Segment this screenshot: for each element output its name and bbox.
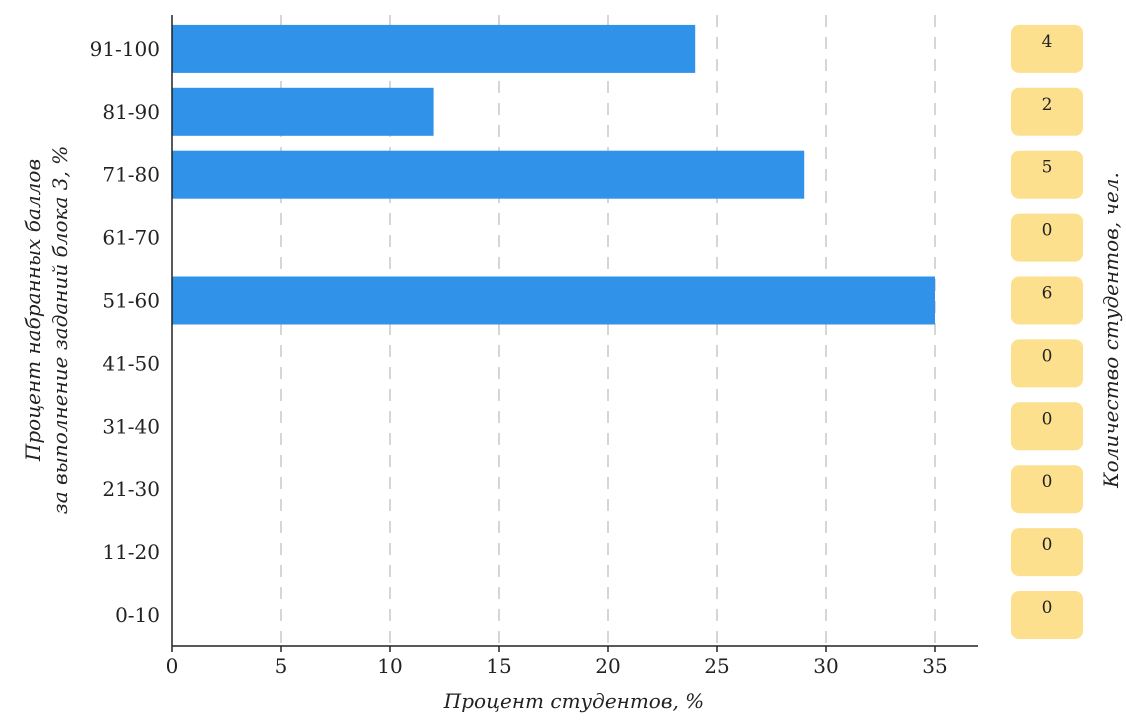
count-label: 0 xyxy=(1042,472,1053,492)
y-tick-label: 81-90 xyxy=(102,100,160,124)
count-label: 0 xyxy=(1042,409,1053,429)
axes xyxy=(171,15,978,647)
count-label: 2 xyxy=(1042,95,1053,115)
x-tick-label: 10 xyxy=(377,654,402,678)
y-tick-label: 51-60 xyxy=(102,289,160,313)
x-tick-label: 25 xyxy=(704,654,729,678)
y-tick-label: 31-40 xyxy=(102,414,160,438)
count-box xyxy=(1011,150,1083,199)
count-box xyxy=(1011,528,1083,577)
x-tick-label: 5 xyxy=(275,654,288,678)
count-label: 4 xyxy=(1042,32,1053,52)
count-label: 0 xyxy=(1042,535,1053,555)
x-tick-label: 20 xyxy=(595,654,620,678)
x-tick-label: 30 xyxy=(813,654,838,678)
bar-71-80 xyxy=(172,150,805,199)
x-tick-label: 0 xyxy=(166,654,179,678)
y-tick-label: 61-70 xyxy=(102,226,160,250)
bar-81-90 xyxy=(172,87,434,136)
x-tick-label: 35 xyxy=(922,654,947,678)
count-boxes: 0 0 0 0 0 6 0 5 2 4 xyxy=(1011,24,1083,639)
x-tick-labels: 0 5 10 15 20 25 30 35 xyxy=(166,646,948,678)
right-axis-title: Количество студентов, чел. xyxy=(1099,172,1123,489)
count-box xyxy=(1011,465,1083,514)
bars xyxy=(172,24,935,325)
count-box xyxy=(1011,87,1083,136)
count-label: 0 xyxy=(1042,598,1053,618)
y-tick-label: 91-100 xyxy=(90,37,160,61)
count-label: 0 xyxy=(1042,346,1053,366)
count-box xyxy=(1011,339,1083,388)
bar-51-60 xyxy=(172,276,935,325)
y-tick-label: 71-80 xyxy=(102,163,160,187)
x-axis-title: Процент студентов, % xyxy=(443,689,704,713)
grid-lines xyxy=(280,15,936,646)
count-label: 0 xyxy=(1042,221,1053,241)
y-tick-label: 11-20 xyxy=(102,540,160,564)
bar-91-100 xyxy=(172,24,696,73)
count-label: 5 xyxy=(1042,158,1053,178)
count-box xyxy=(1011,213,1083,262)
count-label: 6 xyxy=(1042,284,1053,304)
y-tick-label: 0-10 xyxy=(115,603,160,627)
y-axis-title-line2: за выполнение заданий блока 3, % xyxy=(48,146,72,514)
y-tick-label: 21-30 xyxy=(102,477,160,501)
count-box xyxy=(1011,402,1083,451)
count-box xyxy=(1011,591,1083,639)
count-box xyxy=(1011,24,1083,73)
count-box xyxy=(1011,276,1083,325)
y-tick-label: 41-50 xyxy=(102,351,160,375)
x-tick-label: 15 xyxy=(486,654,511,678)
y-tick-labels: 0-10 11-20 21-30 31-40 41-50 51-60 61-70 71-80 8… xyxy=(90,37,160,627)
y-axis-title-line1: Процент набранных баллов xyxy=(21,159,45,462)
